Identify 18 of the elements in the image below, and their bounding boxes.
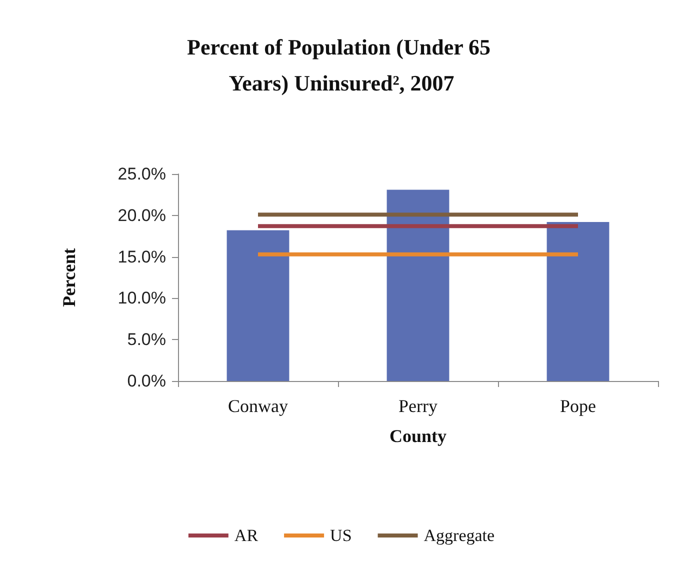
x-tick-label: Conway <box>228 396 288 416</box>
bar <box>546 222 610 381</box>
y-tick-label: 5.0% <box>127 330 166 350</box>
legend-label: AR <box>234 526 259 545</box>
y-tick-label: 10.0% <box>118 288 166 308</box>
legend-label: US <box>330 526 352 545</box>
legend-label: Aggregate <box>424 526 495 545</box>
x-tick-label: Pope <box>560 396 596 416</box>
y-axis-title: Percent <box>59 248 79 307</box>
y-tick-label: 20.0% <box>118 206 166 225</box>
x-axis-title: County <box>389 426 447 446</box>
y-tick-label: 15.0% <box>118 247 166 266</box>
chart-title: Percent of Population (Under 65 Years) Uninsured², 2007 <box>187 34 496 96</box>
bar <box>226 230 290 381</box>
y-tick-label: 0.0% <box>127 372 166 390</box>
x-tick-label: Perry <box>398 396 438 416</box>
bar <box>386 190 450 381</box>
y-tick-label: 25.0% <box>118 164 166 184</box>
